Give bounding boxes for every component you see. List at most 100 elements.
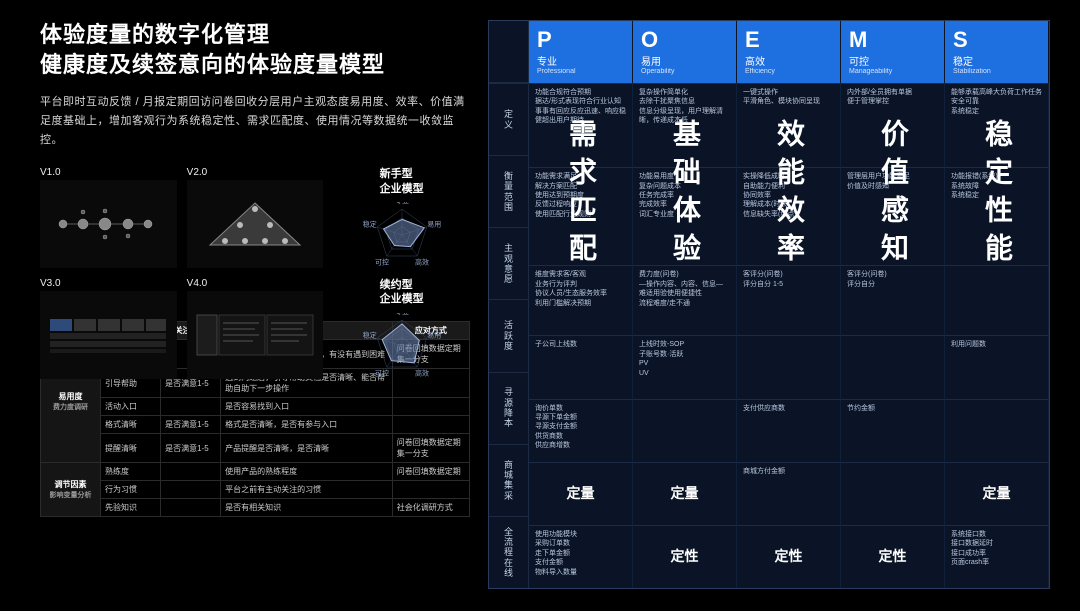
- version-v1: V1.0: [40, 167, 177, 268]
- poems-cell: 定性: [633, 525, 737, 588]
- radar-chart-1: 专业易用高效 可控 稳定: [362, 202, 442, 268]
- poems-rowlabel: 衡量范围: [489, 155, 529, 227]
- radar-label-2: 续约型 企业模型: [380, 278, 424, 307]
- poems-cell: 定量: [529, 462, 633, 525]
- poems-cell: 功能合规符合预期 据达/形式表现符合行业认知 事事有回应反应迅速、响应稳健超出用…: [529, 83, 633, 167]
- table-cell: 问卷回填数据定期集一分支: [392, 434, 469, 463]
- row-group-head: 调节因素影响变量分析: [41, 463, 101, 517]
- col-letter: S: [953, 29, 1040, 51]
- poems-cell: 节约金额: [841, 399, 945, 462]
- poems-cell: 询价单数 寻源下单金额 寻源支付金额 供货商数 供应商增数: [529, 399, 633, 462]
- table-cell: 是否满意1-5: [161, 434, 221, 463]
- col-en: Efficiency: [745, 68, 832, 75]
- poems-rowlabel: 主观意愿: [489, 227, 529, 299]
- table-row: 格式清晰是否满意1-5格式是否清晰，是否有参与入口: [41, 416, 470, 434]
- col-p: P 专业 Professional: [529, 21, 633, 83]
- poems-cell: 定性: [737, 525, 841, 588]
- poems-cell: 客评分(问卷) 评分自分: [841, 265, 945, 335]
- title-line1: 体验度量的数字化管理: [40, 20, 470, 50]
- radar-new: 新手型 企业模型 专业易用高效 可控 稳定: [333, 167, 470, 268]
- poems-cell: [945, 265, 1049, 335]
- table-row: 行为习惯平台之前有主动关注的习惯: [41, 481, 470, 499]
- table-cell: [161, 499, 221, 517]
- poems-body: 定义衡量范围主观意愿活跃度寻源降本商城集采全流程在线 功能合规符合预期 据达/形…: [489, 83, 1049, 588]
- radar-chart-2: 专业易用高效可控稳定: [362, 313, 442, 379]
- poems-cell: [737, 335, 841, 398]
- table-cell: [161, 463, 221, 481]
- version-label: V3.0: [40, 278, 177, 289]
- svg-text:高效: 高效: [415, 258, 429, 267]
- table-cell: 社会化调研方式: [392, 499, 469, 517]
- col-zh: 易用: [641, 53, 728, 68]
- svg-text:可控: 可控: [375, 368, 389, 377]
- svg-text:专业: 专业: [395, 313, 409, 316]
- table-row: 活动入口是否容易找到入口: [41, 398, 470, 416]
- table-cell: 是否有相关知识: [221, 499, 393, 517]
- poems-cell: 使用功能模块 采购订单数 走下单金额 支付金额 物料导入数量: [529, 525, 633, 588]
- poems-rowlabel: 商城集采: [489, 444, 529, 516]
- poems-cell: 定量: [633, 462, 737, 525]
- svg-text:易用: 易用: [427, 221, 441, 229]
- table-cell: 熟练度: [101, 463, 161, 481]
- table-cell: 提醒清晰: [101, 434, 161, 463]
- table-cell: 产品提醒是否清晰，是否清晰: [221, 434, 393, 463]
- poems-matrix: P 专业 Professional O 易用 Operability E 高效 …: [488, 20, 1050, 589]
- table-cell: 格式是否清晰，是否有参与入口: [221, 416, 393, 434]
- poems-cell: 功能需求满足 解决方案匹配 使用达到预期度 反馈过程响应 使用匹配行业规则: [529, 167, 633, 265]
- poems-cell: 定量: [945, 462, 1049, 525]
- poems-cell: [633, 399, 737, 462]
- version-v4: V4.0: [187, 278, 324, 379]
- col-letter: P: [537, 29, 624, 51]
- poems-cell: [841, 462, 945, 525]
- table-cell: [161, 481, 221, 499]
- col-en: Manageability: [849, 68, 936, 75]
- svg-text:可控: 可控: [375, 258, 389, 267]
- svg-text:稳定: 稳定: [362, 220, 376, 229]
- table-row: 先验知识 是否有相关知识社会化调研方式: [41, 499, 470, 517]
- col-s: S 稳定 Stabilization: [945, 21, 1049, 83]
- col-en: Professional: [537, 68, 624, 75]
- col-zh: 专业: [537, 53, 624, 68]
- version-label: V1.0: [40, 167, 177, 178]
- poems-cell: 功能易用度 复杂问题成本 任务完成率 完成效率 词汇专业度: [633, 167, 737, 265]
- table-cell: [392, 398, 469, 416]
- col-zh: 可控: [849, 53, 936, 68]
- poems-cell: 维度需求客/客观 业务行为评判 协议人员/生态服务效率 利用门槛解决预期: [529, 265, 633, 335]
- table-row: 提醒清晰是否满意1-5产品提醒是否清晰，是否清晰问卷回填数据定期集一分支: [41, 434, 470, 463]
- title-line2: 健康度及续签意向的体验度量模型: [40, 50, 470, 80]
- version-graphic-cards: [187, 291, 324, 379]
- col-en: Operability: [641, 68, 728, 75]
- poems-cell: 能够承载高峰大负荷工作任务 安全可靠 系统稳定: [945, 83, 1049, 167]
- version-label: V2.0: [187, 167, 324, 178]
- poems-rowlabel: 寻源降本: [489, 372, 529, 444]
- poems-cell: [945, 399, 1049, 462]
- table-cell: [392, 416, 469, 434]
- poems-cell: 功能报错(系统) 系统故障 系统稳定: [945, 167, 1049, 265]
- poems-cell: 支付供应商数: [737, 399, 841, 462]
- svg-text:易用: 易用: [427, 331, 441, 339]
- radar-label-1: 新手型 企业模型: [380, 167, 424, 196]
- version-v2: V2.0: [187, 167, 324, 268]
- col-letter: O: [641, 29, 728, 51]
- col-m: M 可控 Manageability: [841, 21, 945, 83]
- table-cell: 行为习惯: [101, 481, 161, 499]
- poems-rowlabel: 定义: [489, 83, 529, 155]
- table-cell: 使用产品的熟练程度: [221, 463, 393, 481]
- radar-renewal: 续约型 企业模型 专业易用高效可控稳定: [333, 278, 470, 379]
- poems-cell: 一键式操作 平滑角色、模块协同呈现: [737, 83, 841, 167]
- table-cell: 问卷回填数据定期: [392, 463, 469, 481]
- version-grid: V1.0: [40, 167, 470, 307]
- col-zh: 高效: [745, 53, 832, 68]
- left-panel: 体验度量的数字化管理 健康度及续签意向的体验度量模型 平台即时互动反馈 / 月报…: [40, 20, 470, 589]
- version-graphic-strips: [40, 291, 177, 379]
- poems-cell: 实操降低成时 自助能力便利 协同效率 理解成本(时长) 信息缺失率(埋点): [737, 167, 841, 265]
- col-letter: E: [745, 29, 832, 51]
- table-cell: 格式清晰: [101, 416, 161, 434]
- svg-text:专业: 专业: [395, 202, 409, 205]
- col-e: E 高效 Efficiency: [737, 21, 841, 83]
- poems-cell: 费力度(问卷) —操作内容、内容、信息— 难适用验使用便捷性 流程难度/走不通: [633, 265, 737, 335]
- poems-rowlabel: 活跃度: [489, 299, 529, 371]
- poems-cell: 系统接口数 接口数据延时 接口成功率 页面crash率: [945, 525, 1049, 588]
- table-cell: 先验知识: [101, 499, 161, 517]
- subtitle: 平台即时互动反馈 / 月报定期回访问卷回收分层用户主观态度易用度、效率、价值满足…: [40, 93, 470, 149]
